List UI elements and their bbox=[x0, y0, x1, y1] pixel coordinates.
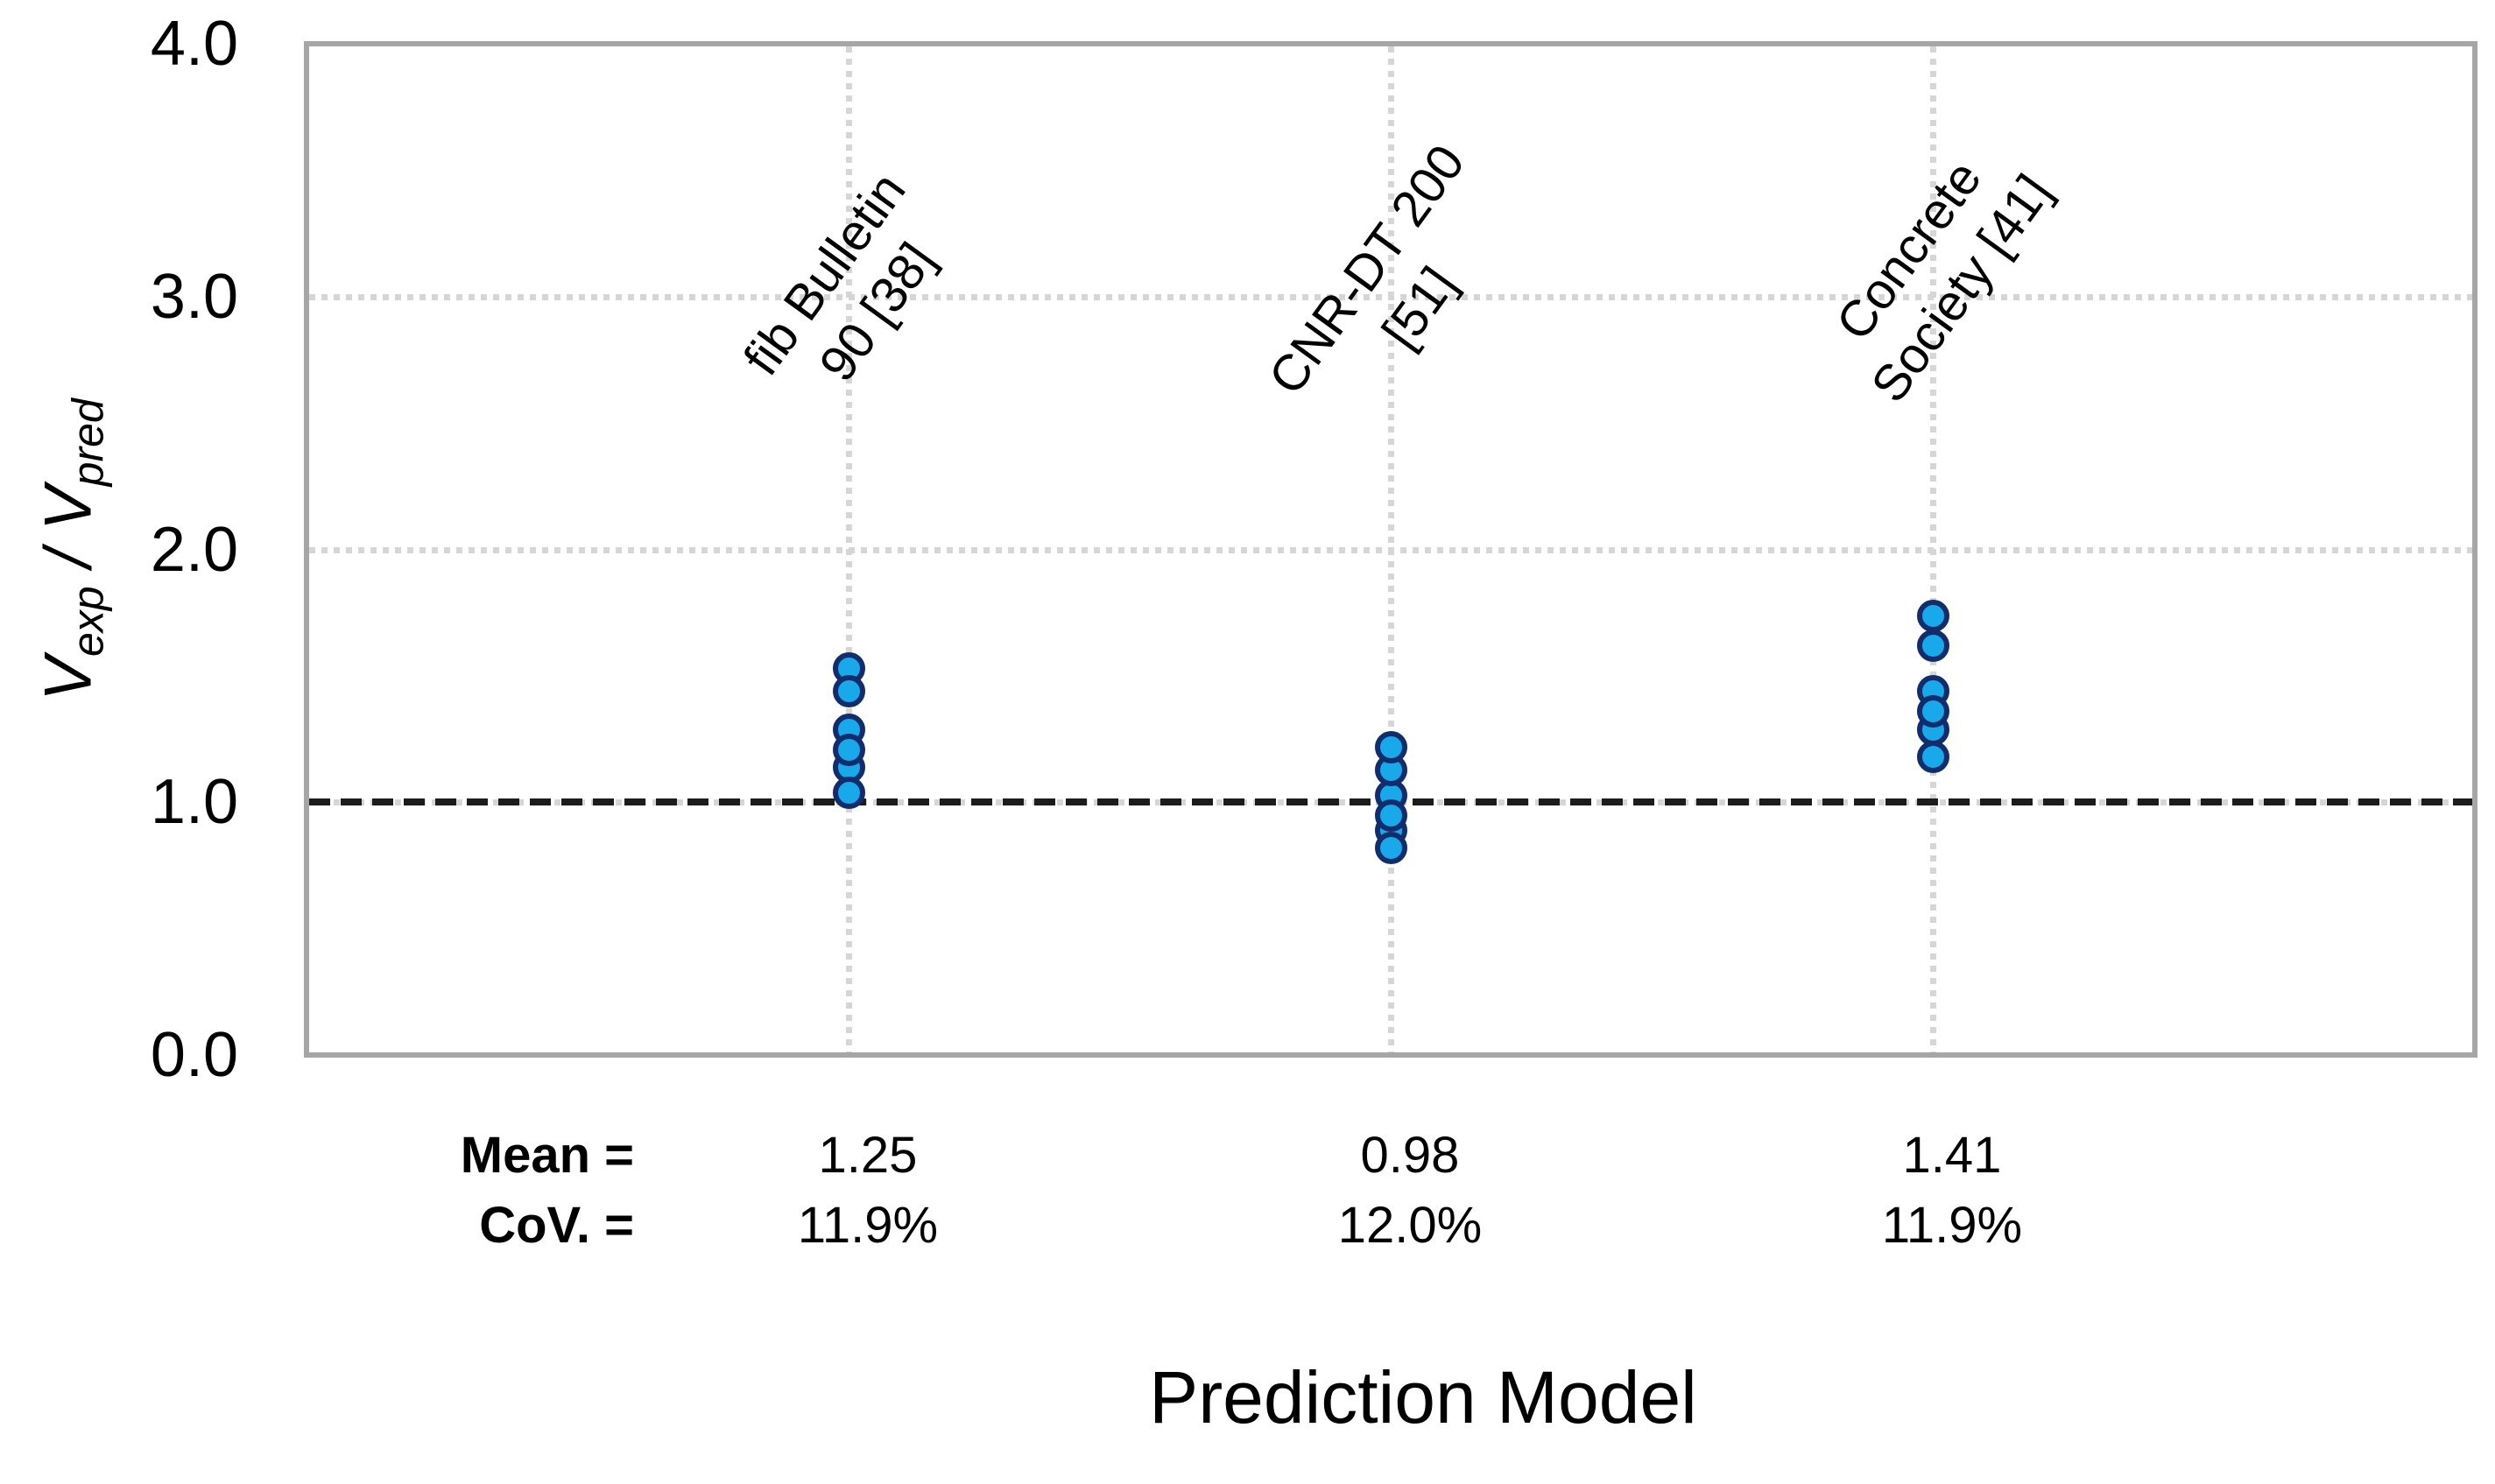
y-tick-label: 1.0 bbox=[150, 767, 238, 838]
gridline-vertical bbox=[1388, 46, 1394, 1052]
cov-value: 11.9% bbox=[797, 1197, 939, 1254]
cov-row-label: CoV. = bbox=[479, 1197, 634, 1254]
data-point-marker bbox=[1375, 730, 1407, 763]
mean-value: 1.41 bbox=[1902, 1127, 2002, 1184]
data-point-marker bbox=[833, 675, 865, 708]
data-point-marker bbox=[833, 733, 865, 766]
cov-value: 12.0% bbox=[1337, 1197, 1483, 1254]
data-point-marker bbox=[1375, 832, 1407, 865]
mean-value: 1.25 bbox=[818, 1127, 918, 1184]
y-tick-label: 3.0 bbox=[150, 261, 238, 332]
mean-value: 0.98 bbox=[1360, 1127, 1460, 1184]
gridline-vertical bbox=[1930, 46, 1936, 1052]
data-point-marker bbox=[1917, 695, 1949, 728]
data-point-marker bbox=[833, 776, 865, 809]
y-axis-title-sub1: exp bbox=[63, 586, 113, 658]
data-point-marker bbox=[1917, 629, 1949, 663]
y-tick-label: 4.0 bbox=[150, 9, 238, 79]
data-point-marker bbox=[1375, 798, 1407, 832]
y-axis-title-sub2: pred bbox=[63, 398, 113, 487]
cov-value: 11.9% bbox=[1881, 1197, 2023, 1254]
gridline-vertical bbox=[846, 46, 852, 1052]
y-tick-label: 2.0 bbox=[150, 514, 238, 585]
y-axis-title-var1: V bbox=[31, 657, 106, 701]
plot-area bbox=[304, 41, 2477, 1058]
mean-row-label: Mean = bbox=[460, 1127, 634, 1184]
x-axis-title: Prediction Model bbox=[1149, 1356, 1697, 1438]
y-tick-label: 0.0 bbox=[150, 1020, 238, 1090]
data-point-marker bbox=[1917, 741, 1949, 774]
data-point-marker bbox=[1917, 599, 1949, 632]
